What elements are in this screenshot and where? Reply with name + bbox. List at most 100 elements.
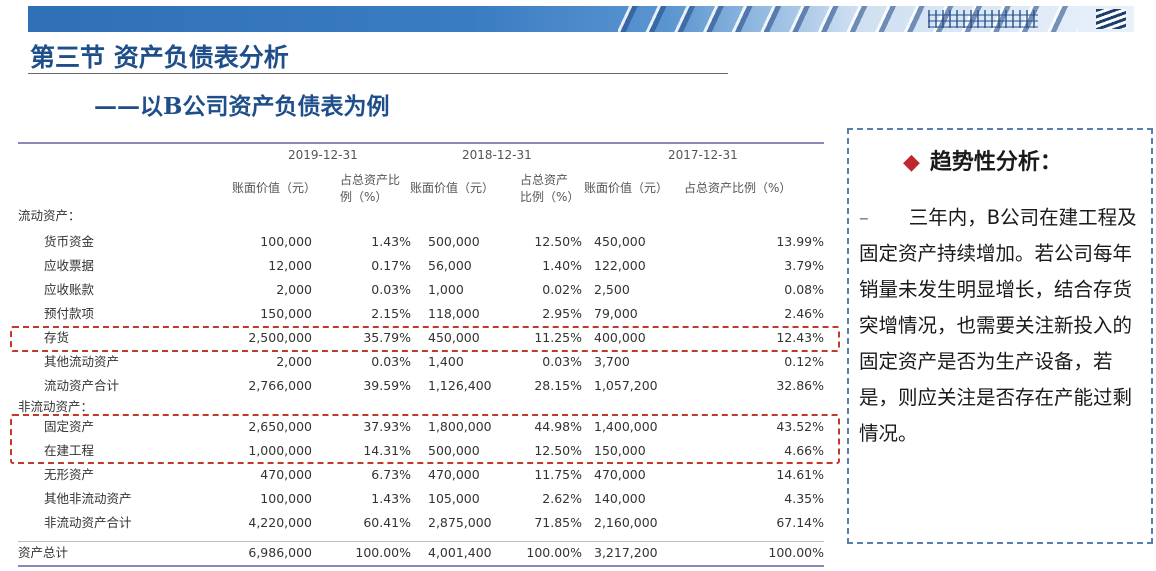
cell-p2: 0.02% (542, 282, 582, 297)
cell-p2: 11.25% (534, 330, 582, 345)
row-label: 无形资产 (44, 467, 95, 482)
cell-v3: 2,160,000 (594, 515, 658, 530)
cell-p3: 14.61% (776, 467, 824, 482)
table-row: 货币资金 100,000 1.43% 500,000 12.50% 450,000 13.9… (18, 230, 824, 254)
col-head-pct-2018-line2: 比例（%） (520, 190, 580, 204)
cell-p2: 12.50% (534, 234, 582, 249)
cell-v2: 1,000 (428, 282, 464, 297)
cell-v2: 500,000 (428, 234, 480, 249)
row-label: 应收票据 (44, 258, 95, 273)
row-label: 存货 (44, 330, 70, 345)
table-top-rule (18, 142, 824, 144)
year-header-2017: 2017-12-31 (668, 148, 738, 162)
cell-v3: 150,000 (594, 443, 646, 458)
col-head-pct-2018: 占总资产 比例（%） (520, 172, 579, 206)
cell-v3: 3,217,200 (594, 545, 658, 560)
analysis-bullet: – (859, 206, 869, 229)
page-title: 第三节 资产负债表分析 (30, 43, 289, 72)
cell-v1: 2,000 (276, 282, 312, 297)
cell-p1: 60.41% (363, 515, 411, 530)
cell-v1: 2,000 (276, 354, 312, 369)
col-head-value-2019: 账面价值（元） (232, 181, 317, 195)
diamond-bullet-icon: ◆ (903, 150, 920, 175)
cell-p3: 0.08% (784, 282, 824, 297)
cell-p3: 13.99% (776, 234, 824, 249)
inventory-highlight-box (10, 326, 840, 352)
cell-p3: 2.46% (784, 306, 824, 321)
cell-v2: 450,000 (428, 330, 480, 345)
cell-v2: 1,400 (428, 354, 464, 369)
cell-v3: 1,057,200 (594, 378, 658, 393)
cell-p1: 6.73% (371, 467, 411, 482)
year-header-2019: 2019-12-31 (288, 148, 358, 162)
total-divider (18, 541, 824, 542)
cell-p1: 35.79% (363, 330, 411, 345)
cell-p1: 14.31% (363, 443, 411, 458)
cell-p2: 12.50% (534, 443, 582, 458)
col-head-value-2017: 账面价值（元） (584, 181, 669, 195)
col-head-pct-2018-line1: 占总资产 (520, 173, 569, 187)
cell-p3: 43.52% (776, 419, 824, 434)
page-subtitle: ——以B公司资产负债表为例 (94, 93, 390, 120)
cell-v1: 12,000 (268, 258, 312, 273)
cell-p1: 1.43% (371, 491, 411, 506)
banner-corner-graphic (1096, 9, 1126, 29)
cell-v3: 470,000 (594, 467, 646, 482)
table-row: 应收账款 2,000 0.03% 1,000 0.02% 2,500 0.08% (18, 278, 824, 302)
cell-p1: 0.03% (371, 282, 411, 297)
cell-v3: 2,500 (594, 282, 630, 297)
row-label: 应收账款 (44, 282, 95, 297)
row-label: 流动资产： (18, 208, 81, 223)
cell-v1: 2,500,000 (248, 330, 312, 345)
cell-v1: 6,986,000 (248, 545, 312, 560)
title-divider (28, 73, 728, 74)
fixed-assets-highlight-box (10, 414, 840, 464)
cell-v3: 3,700 (594, 354, 630, 369)
cell-p3: 4.66% (784, 443, 824, 458)
row-label: 货币资金 (44, 234, 95, 249)
cell-v3: 140,000 (594, 491, 646, 506)
col-head-pct-2017: 占总资产比例（%） (684, 181, 792, 195)
banner-grid-graphic (928, 10, 1038, 28)
cell-p2: 71.85% (534, 515, 582, 530)
row-label: 流动资产合计 (44, 378, 120, 393)
cell-v1: 100,000 (260, 234, 312, 249)
cell-v1: 4,220,000 (248, 515, 312, 530)
table-section-row: 非流动资产： (18, 398, 824, 416)
cell-v2: 105,000 (428, 491, 480, 506)
cell-v2: 2,875,000 (428, 515, 492, 530)
row-label: 其他流动资产 (44, 354, 120, 369)
cell-p3: 3.79% (784, 258, 824, 273)
cell-p3: 67.14% (776, 515, 824, 530)
analysis-heading-text: 趋势性分析： (929, 150, 1062, 175)
table-row: 无形资产 470,000 6.73% 470,000 11.75% 470,000 14.6… (18, 463, 824, 487)
cell-p1: 1.43% (371, 234, 411, 249)
table-section-row: 资产总计 6,986,000 100.00% 4,001,400 100.00% 3,21… (18, 541, 824, 565)
cell-p2: 2.95% (542, 306, 582, 321)
analysis-text: 三年内，B公司在建工程及固定资产持续增加。若公司每年销量未发生明显增长，结合存货… (859, 206, 1137, 445)
cell-p2: 1.40% (542, 258, 582, 273)
cell-p3: 100.00% (768, 545, 824, 560)
cell-v3: 450,000 (594, 234, 646, 249)
cell-v3: 1,400,000 (594, 419, 658, 434)
cell-v1: 1,000,000 (248, 443, 312, 458)
cell-p2: 11.75% (534, 467, 582, 482)
analysis-heading: ◆ 趋势性分析： (903, 144, 1062, 176)
header-banner (28, 6, 1134, 32)
row-label: 固定资产 (44, 419, 95, 434)
table-row: 其他非流动资产 100,000 1.43% 105,000 2.62% 140,000 4.… (18, 487, 824, 511)
cell-p3: 4.35% (784, 491, 824, 506)
cell-v1: 470,000 (260, 467, 312, 482)
cell-p3: 32.86% (776, 378, 824, 393)
cell-v2: 500,000 (428, 443, 480, 458)
table-row: 流动资产合计 2,766,000 39.59% 1,126,400 28.15% 1,05… (18, 374, 824, 398)
cell-p3: 0.12% (784, 354, 824, 369)
cell-v1: 150,000 (260, 306, 312, 321)
cell-p2: 44.98% (534, 419, 582, 434)
cell-p3: 12.43% (776, 330, 824, 345)
row-label: 非流动资产合计 (44, 515, 132, 530)
cell-v2: 56,000 (428, 258, 472, 273)
col-head-pct-2019-line1: 占总资产比 (340, 173, 401, 187)
table-bottom-rule (18, 565, 824, 567)
cell-p2: 28.15% (534, 378, 582, 393)
